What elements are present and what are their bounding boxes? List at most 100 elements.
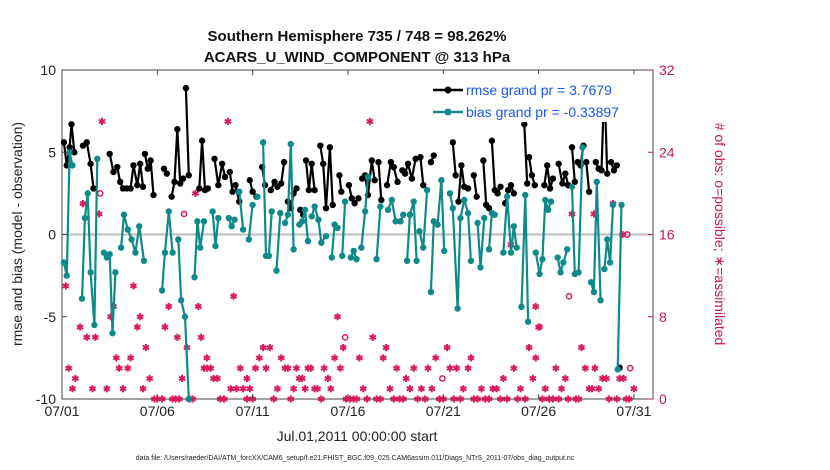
rmse-point [473, 193, 480, 200]
bias-point [225, 214, 233, 222]
possible-count-marker [623, 231, 631, 238]
assimilated-count-marker [630, 385, 638, 393]
assimilated-count-marker [98, 117, 106, 126]
assimilated-count-marker [298, 374, 306, 383]
assimilated-count-marker [161, 323, 169, 331]
bias-point [120, 211, 128, 218]
rmse-line-segment [304, 160, 316, 192]
rmse-point [420, 181, 427, 189]
series-bias [60, 139, 625, 403]
assimilated-count-marker [602, 374, 610, 383]
legend-marker-bias [444, 108, 452, 116]
rmse-point [278, 180, 285, 187]
rmse-point [494, 190, 501, 197]
rmse-point [394, 178, 401, 186]
bias-point [536, 270, 543, 278]
assimilated-count-marker [173, 333, 181, 341]
rmse-point [507, 181, 515, 189]
bias-point [169, 249, 176, 256]
bias-point [63, 272, 70, 279]
rmse-point [355, 195, 362, 202]
assimilated-count-marker [136, 313, 144, 321]
assimilated-count-marker [88, 385, 97, 393]
bias-line-segment [375, 206, 382, 260]
bias-point [328, 254, 335, 261]
assimilated-count-marker [525, 343, 533, 352]
bias-point [513, 244, 520, 251]
bias-point [136, 223, 143, 230]
assimilated-count-marker [273, 385, 282, 393]
bias-point [491, 211, 498, 218]
rmse-point [147, 157, 154, 164]
rmse-point [480, 157, 487, 164]
rmse-line-segment [523, 124, 529, 184]
rmse-point [378, 196, 385, 204]
y-axis-right: 0 8 16 24 32 [648, 62, 675, 407]
assimilated-count-marker [605, 395, 613, 403]
bias-point [403, 257, 411, 265]
legend-marker-rmse [444, 86, 452, 94]
bias-point [128, 236, 135, 243]
bias-point [614, 366, 621, 373]
rmse-point [249, 188, 256, 195]
bias-point [400, 211, 407, 218]
rmse-point [302, 157, 310, 164]
possible-count-marker [341, 333, 349, 341]
possible-count-marker [565, 292, 573, 300]
assimilated-count-marker [390, 395, 398, 403]
rmse-point [401, 170, 409, 177]
bias-point [299, 218, 306, 225]
rmse-point [204, 185, 212, 192]
rmse-point [144, 165, 151, 172]
rmse-point [510, 190, 518, 197]
plot-area [60, 69, 654, 403]
rmse-point [559, 180, 566, 187]
assimilated-count-marker [577, 343, 586, 352]
bias-point [568, 183, 576, 190]
bias-point [109, 330, 116, 337]
bias-point [544, 206, 552, 214]
legend-label-rmse: rmse grand pr = 3.7679 [466, 82, 612, 98]
assimilated-count-marker [320, 364, 328, 372]
assimilated-count-marker [369, 333, 377, 341]
rmse-point [293, 185, 300, 192]
assimilated-count-marker [259, 343, 267, 352]
rmse-point [336, 172, 343, 179]
assimilated-count-marker [213, 374, 221, 383]
assimilated-count-marker [473, 395, 482, 403]
rmse-line-segment [451, 142, 457, 176]
assimilated-count-marker [65, 364, 73, 372]
assimilated-count-marker [224, 117, 232, 126]
bias-point [304, 237, 312, 245]
rmse-point [221, 173, 229, 181]
rmse-point [160, 165, 168, 172]
rmse-point [338, 188, 345, 195]
bias-line-segment [247, 204, 254, 240]
assimilated-count-marker [516, 385, 525, 393]
bias-point [287, 140, 294, 148]
assimilated-count-marker [557, 385, 566, 393]
bias-point [165, 208, 172, 215]
rmse-point [305, 186, 313, 194]
bias-point [542, 196, 549, 204]
rmse-point [110, 168, 117, 176]
bias-line-segment [275, 213, 282, 271]
rmse-point [198, 137, 206, 144]
bias-point [554, 254, 561, 261]
bias-point [347, 254, 355, 261]
rmse-point [150, 191, 157, 199]
rmse-point [613, 162, 620, 169]
bias-point [265, 252, 273, 260]
assimilated-count-marker [564, 395, 572, 403]
bias-point [560, 259, 567, 266]
rmse-point [383, 181, 391, 189]
rmse-point [531, 181, 538, 189]
assimilated-count-marker [191, 189, 200, 197]
y-right-tick-label: 8 [659, 309, 667, 325]
bias-line-segment [193, 220, 206, 278]
rmse-point [130, 162, 137, 169]
rmse-point [504, 186, 512, 194]
rmse-point [271, 178, 278, 186]
bias-point [420, 244, 427, 251]
assimilated-count-marker [313, 385, 322, 393]
